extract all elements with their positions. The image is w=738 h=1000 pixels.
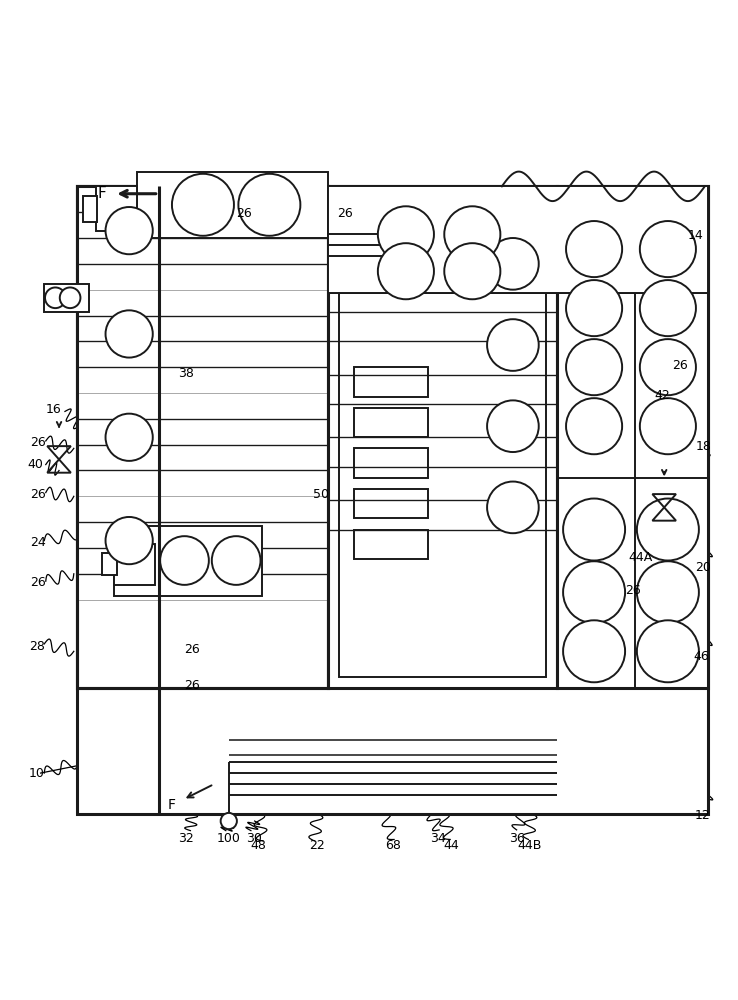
Text: 100: 100	[217, 832, 241, 845]
Text: 44A: 44A	[629, 551, 652, 564]
Circle shape	[563, 620, 625, 682]
Circle shape	[487, 400, 539, 452]
Bar	[77, 496, 328, 600]
Text: 26: 26	[184, 643, 200, 656]
Text: 26: 26	[30, 436, 46, 449]
Bar	[77, 186, 328, 688]
Text: 26: 26	[184, 679, 200, 692]
Circle shape	[444, 243, 500, 299]
Circle shape	[106, 310, 153, 358]
Text: 26: 26	[672, 359, 689, 372]
Text: 26: 26	[337, 207, 354, 220]
Circle shape	[640, 221, 696, 277]
Text: 18: 18	[695, 440, 711, 453]
Text: 44B: 44B	[517, 839, 542, 852]
Circle shape	[637, 620, 699, 682]
Bar	[354, 530, 428, 559]
Text: 16: 16	[46, 403, 62, 416]
Circle shape	[160, 536, 209, 585]
Text: 28: 28	[29, 640, 45, 653]
Text: 40: 40	[27, 458, 44, 471]
Text: 30: 30	[246, 832, 262, 845]
Bar	[328, 186, 708, 293]
Text: F: F	[168, 798, 175, 812]
Bar	[339, 197, 546, 677]
Bar	[354, 367, 428, 397]
Circle shape	[563, 499, 625, 561]
Bar	[354, 448, 428, 478]
Circle shape	[563, 561, 625, 623]
Circle shape	[487, 482, 539, 533]
Circle shape	[221, 813, 237, 829]
Text: 44: 44	[444, 839, 460, 852]
Bar	[354, 489, 428, 518]
Circle shape	[444, 206, 500, 262]
Bar	[102, 553, 117, 575]
Bar	[77, 290, 328, 393]
Bar	[96, 186, 137, 231]
Text: 36: 36	[508, 832, 525, 845]
Text: 38: 38	[178, 367, 194, 380]
Circle shape	[106, 414, 153, 461]
Circle shape	[45, 287, 66, 308]
Circle shape	[172, 174, 234, 236]
Circle shape	[566, 398, 622, 454]
Text: 10: 10	[29, 767, 45, 780]
Circle shape	[106, 207, 153, 254]
Text: 46: 46	[693, 650, 709, 663]
Text: 26: 26	[235, 207, 252, 220]
Circle shape	[640, 280, 696, 336]
Text: 48: 48	[250, 839, 266, 852]
Circle shape	[238, 174, 300, 236]
Text: 26: 26	[625, 584, 641, 597]
Bar	[77, 186, 328, 290]
Bar	[77, 186, 328, 688]
Circle shape	[106, 517, 153, 564]
Text: 34: 34	[430, 832, 446, 845]
Text: F: F	[97, 186, 106, 201]
Bar	[77, 393, 328, 496]
Bar	[114, 526, 262, 596]
Circle shape	[637, 499, 699, 561]
Circle shape	[640, 398, 696, 454]
Text: 26: 26	[30, 488, 46, 501]
Bar	[83, 196, 97, 222]
Text: 32: 32	[178, 832, 194, 845]
Circle shape	[378, 243, 434, 299]
Circle shape	[637, 561, 699, 623]
Circle shape	[212, 536, 261, 585]
Circle shape	[487, 238, 539, 290]
Circle shape	[566, 280, 622, 336]
Circle shape	[60, 287, 80, 308]
Bar	[44, 284, 89, 312]
Bar	[114, 544, 155, 585]
Circle shape	[566, 339, 622, 395]
Bar	[328, 186, 557, 688]
Text: 12: 12	[694, 809, 711, 822]
Circle shape	[566, 221, 622, 277]
Text: 26: 26	[30, 576, 46, 589]
Bar	[137, 172, 328, 238]
Bar	[354, 408, 428, 437]
Circle shape	[378, 206, 434, 262]
Text: 50: 50	[313, 488, 329, 501]
Circle shape	[487, 319, 539, 371]
Bar	[77, 186, 708, 814]
Text: 24: 24	[30, 536, 46, 549]
Text: 14: 14	[687, 229, 703, 242]
Bar	[557, 186, 708, 688]
Text: 42: 42	[655, 389, 671, 402]
Text: 20: 20	[695, 561, 711, 574]
Text: 68: 68	[384, 839, 401, 852]
Circle shape	[640, 339, 696, 395]
Text: 22: 22	[309, 839, 325, 852]
